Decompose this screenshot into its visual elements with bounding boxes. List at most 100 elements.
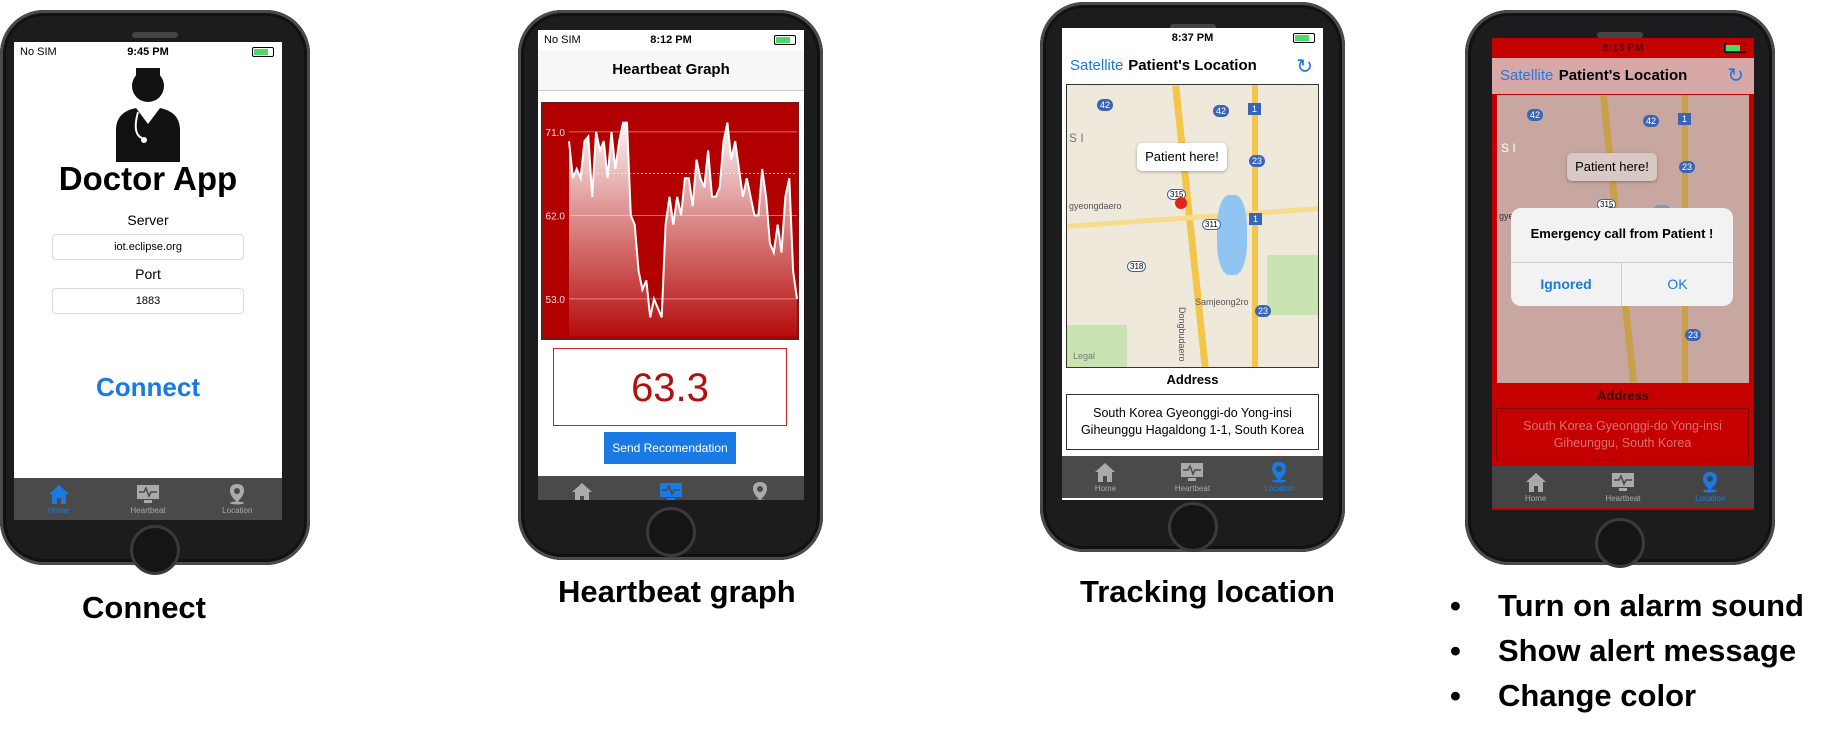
- tab-heartbeat[interactable]: Heartbeat: [1149, 456, 1236, 498]
- refresh-icon[interactable]: ↻: [1727, 65, 1744, 87]
- tab-heartbeat[interactable]: Heartbeat: [1579, 466, 1666, 508]
- y-tick-label: 71.0: [546, 128, 566, 139]
- satellite-button[interactable]: Satellite: [1500, 67, 1554, 84]
- send-recommendation-button[interactable]: Send Recomendation: [604, 432, 736, 464]
- map-label-road: Samjeong2ro: [1195, 297, 1249, 307]
- location-pin-icon: [1703, 472, 1718, 493]
- tab-label: Location: [1695, 494, 1726, 503]
- tab-label: Location: [222, 506, 253, 515]
- tab-location[interactable]: Location: [715, 476, 804, 500]
- route-shield: 23: [1255, 305, 1272, 317]
- home-button: [1595, 518, 1645, 568]
- bpm-box: 63.3: [553, 348, 787, 426]
- route-shield: 1: [1678, 113, 1692, 125]
- speaker: [1597, 32, 1643, 38]
- tab-heartbeat[interactable]: Heartbeat: [103, 478, 192, 520]
- battery-icon: [1293, 32, 1315, 44]
- battery-icon: [774, 34, 796, 46]
- tab-bar: Home Heartbeat Location: [1062, 456, 1323, 498]
- patient-callout[interactable]: Patient here!: [1137, 143, 1227, 171]
- tab-location[interactable]: Location: [1667, 466, 1754, 508]
- server-input[interactable]: iot.eclipse.org: [52, 234, 244, 260]
- address-label: Address: [1596, 388, 1650, 403]
- satellite-button[interactable]: Satellite: [1070, 57, 1124, 74]
- phone-location: 8:37 PM Satellite Patient's Location ↻ S…: [1040, 2, 1345, 552]
- tab-home[interactable]: Home: [538, 476, 627, 500]
- carrier-label: No SIM: [20, 46, 57, 58]
- home-icon: [1525, 473, 1546, 492]
- route-shield: 42: [1097, 99, 1114, 111]
- heartbeat-area: [569, 122, 797, 336]
- monitor-icon: [136, 485, 159, 503]
- ignored-button[interactable]: Ignored: [1511, 263, 1622, 306]
- carrier-label: No SIM: [544, 34, 581, 46]
- status-bar: No SIM 8:12 PM: [538, 30, 804, 50]
- home-button: [1167, 502, 1218, 552]
- screen-connect: No SIM 9:45 PM Doctor App Server iot.ecl…: [14, 42, 282, 520]
- tab-label: Heartbeat: [130, 506, 166, 515]
- tab-label: Location: [1264, 484, 1295, 493]
- route-shield: 1: [1249, 213, 1263, 225]
- tab-label: Heartbeat: [1174, 484, 1211, 493]
- phone-alert: 8:13 PM Satellite Patient's Location ↻ S…: [1465, 10, 1775, 568]
- tab-location[interactable]: Location: [1236, 456, 1323, 498]
- heartbeat-chart: 71.0 62.0 53.0: [541, 102, 799, 340]
- tab-location[interactable]: Location: [193, 478, 282, 520]
- map-label-si: S I: [1069, 131, 1084, 145]
- map-view[interactable]: S I gyeongdaero Samjeong2ro Dongbudaero …: [1066, 84, 1319, 368]
- status-time: 8:37 PM: [1171, 32, 1214, 44]
- route-shield: 23: [1685, 329, 1702, 341]
- address-box: South Korea Gyeonggi-do Yong-insi Giheun…: [1066, 394, 1319, 450]
- tab-home[interactable]: Home: [1062, 456, 1149, 498]
- home-icon: [1095, 463, 1116, 482]
- nav-title: Heartbeat Graph: [612, 61, 730, 78]
- route-shield: 42: [1643, 115, 1660, 127]
- tab-label: Home: [47, 506, 70, 515]
- route-shield: 42: [1213, 105, 1230, 117]
- status-bar: No SIM 9:45 PM: [14, 42, 282, 62]
- screen-location: 8:37 PM Satellite Patient's Location ↻ S…: [1062, 28, 1323, 500]
- tab-home[interactable]: Home: [1492, 466, 1579, 508]
- ok-button[interactable]: OK: [1667, 276, 1688, 292]
- alert-divider: [1511, 262, 1733, 263]
- location-pin-icon[interactable]: [1175, 197, 1187, 209]
- route-shield: 23: [1249, 155, 1266, 167]
- nav-bar: Satellite Patient's Location ↻: [1062, 46, 1323, 86]
- tab-bar: Home Heartbeat Location: [14, 478, 282, 520]
- nav-bar: Satellite Patient's Location ↻: [1492, 58, 1754, 94]
- alert-title: Emergency call from Patient !: [1530, 226, 1714, 241]
- tab-bar: Home Heartbeat Location: [538, 476, 804, 500]
- status-time: 8:12 PM: [650, 34, 692, 46]
- alert-dialog: Emergency call from Patient ! Ignored OK: [1511, 208, 1733, 306]
- refresh-icon[interactable]: ↻: [1296, 56, 1313, 78]
- tab-heartbeat[interactable]: Heartbeat: [627, 476, 716, 500]
- map-label-si: S I: [1501, 141, 1516, 155]
- status-time: 9:45 PM: [127, 46, 169, 58]
- tab-label: Home: [1524, 494, 1547, 503]
- y-tick-label: 62.0: [546, 211, 566, 222]
- tab-bar: Home Heartbeat Location: [1492, 466, 1754, 508]
- nav-title: Patient's Location: [1128, 57, 1257, 74]
- battery-icon: [252, 46, 274, 58]
- feature-item: Turn on alarm sound: [1450, 588, 1804, 633]
- monitor-icon: [1611, 473, 1634, 491]
- route-shield: 42: [1527, 109, 1544, 121]
- feature-item: Show alert message: [1450, 633, 1804, 678]
- phone-connect: No SIM 9:45 PM Doctor App Server iot.ecl…: [0, 10, 310, 575]
- screen-alert: 8:13 PM Satellite Patient's Location ↻ S…: [1492, 38, 1754, 510]
- port-input[interactable]: 1883: [52, 288, 244, 314]
- route-shield: 311: [1202, 219, 1221, 230]
- status-bar: 8:13 PM: [1492, 38, 1754, 58]
- caption-location: Tracking location: [1080, 574, 1335, 609]
- chart-border: [541, 102, 799, 340]
- connect-button[interactable]: Connect: [96, 372, 200, 402]
- patient-callout[interactable]: Patient here!: [1567, 153, 1657, 181]
- tab-home[interactable]: Home: [14, 478, 103, 520]
- port-label: Port: [135, 266, 161, 282]
- route-shield: 1: [1248, 103, 1262, 115]
- map-label-road: gyeongdaero: [1069, 201, 1122, 211]
- caption-connect: Connect: [82, 590, 206, 625]
- status-time: 8:13 PM: [1602, 42, 1644, 54]
- green-area: [1267, 255, 1318, 315]
- monitor-icon: [1181, 463, 1204, 481]
